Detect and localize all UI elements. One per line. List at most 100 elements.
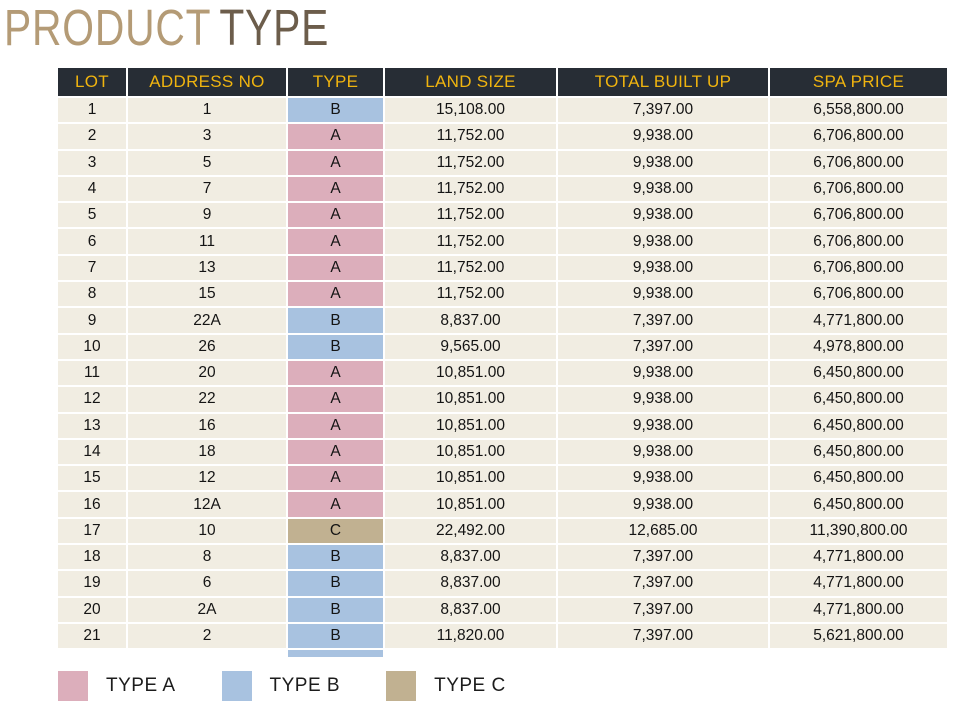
cell-land-size: 8,837.00 — [385, 308, 558, 335]
cell-lot: 19 — [58, 571, 128, 598]
cell-total-built-up: 7,397.00 — [558, 571, 770, 598]
cell-spa-price: 6,706,800.00 — [770, 176, 947, 204]
legend-label-type-c: TYPE C — [434, 675, 506, 696]
type-a-swatch — [58, 671, 88, 701]
cell-lot: 8 — [58, 282, 128, 309]
cell-address-no: 9 — [128, 203, 288, 230]
cell-land-size: 9,565.00 — [385, 334, 558, 361]
cell-land-size: 8,837.00 — [385, 545, 558, 572]
cell-lot: 6 — [58, 229, 128, 256]
cell-address-no: 12A — [128, 492, 288, 519]
cell-type: B — [288, 571, 385, 598]
cell-lot: 1 — [58, 98, 128, 125]
cell-spa-price: 6,706,800.00 — [770, 203, 947, 230]
header-type: TYPE — [288, 68, 385, 96]
title-word-type: TYPE — [219, 0, 330, 56]
cell-spa-price: 6,450,800.00 — [770, 360, 947, 388]
legend-item-type-c: TYPE C — [386, 671, 506, 701]
cell-type: A — [288, 466, 385, 493]
cell-type: A — [288, 282, 385, 309]
cell-type: A — [288, 176, 385, 204]
legend-item-type-a: TYPE A — [58, 671, 176, 701]
table-row: 16 12A A 10,851.00 9,938.00 6,450,800.00 — [58, 492, 947, 519]
cell-total-built-up: 9,938.00 — [558, 413, 770, 440]
table-row: 13 16 A 10,851.00 9,938.00 6,450,800.00 — [58, 413, 947, 440]
table-row: 18 8 B 8,837.00 7,397.00 4,771,800.00 — [58, 545, 947, 572]
header-spa-price: SPA PRICE — [770, 68, 947, 96]
type-column-bottom-stub — [288, 650, 383, 658]
cell-address-no: 7 — [128, 176, 288, 204]
cell-land-size: 10,851.00 — [385, 360, 558, 388]
cell-type: B — [288, 334, 385, 361]
cell-total-built-up: 9,938.00 — [558, 229, 770, 256]
cell-type: B — [288, 98, 385, 125]
type-c-swatch — [386, 671, 417, 701]
cell-total-built-up: 7,397.00 — [558, 334, 770, 361]
cell-type: B — [288, 545, 385, 572]
cell-type: A — [288, 150, 385, 177]
cell-land-size: 10,851.00 — [385, 466, 558, 493]
cell-total-built-up: 7,397.00 — [558, 623, 770, 651]
cell-total-built-up: 9,938.00 — [558, 255, 770, 283]
cell-total-built-up: 9,938.00 — [558, 124, 770, 151]
cell-type: A — [288, 413, 385, 440]
cell-type: A — [288, 124, 385, 151]
cell-type: A — [288, 439, 385, 467]
table-row: 6 11 A 11,752.00 9,938.00 6,706,800.00 — [58, 229, 947, 256]
cell-land-size: 10,851.00 — [385, 413, 558, 440]
cell-total-built-up: 7,397.00 — [558, 597, 770, 624]
cell-spa-price: 4,978,800.00 — [770, 334, 947, 361]
cell-land-size: 11,752.00 — [385, 203, 558, 230]
legend-label-type-b: TYPE B — [269, 675, 341, 696]
cell-address-no: 16 — [128, 413, 288, 440]
cell-total-built-up: 7,397.00 — [558, 545, 770, 572]
cell-land-size: 11,752.00 — [385, 282, 558, 309]
cell-address-no: 1 — [128, 98, 288, 125]
cell-spa-price: 4,771,800.00 — [770, 545, 947, 572]
cell-type: A — [288, 492, 385, 519]
cell-land-size: 22,492.00 — [385, 518, 558, 546]
cell-land-size: 10,851.00 — [385, 439, 558, 467]
table-row: 10 26 B 9,565.00 7,397.00 4,978,800.00 — [58, 334, 947, 361]
cell-lot: 2 — [58, 124, 128, 151]
table-row: 21 2 B 11,820.00 7,397.00 5,621,800.00 — [58, 623, 947, 651]
type-b-swatch — [221, 671, 252, 701]
cell-address-no: 13 — [128, 255, 288, 283]
table-row: 4 7 A 11,752.00 9,938.00 6,706,800.00 — [58, 176, 947, 204]
cell-spa-price: 6,450,800.00 — [770, 387, 947, 414]
table-body: 1 1 B 15,108.00 7,397.00 6,558,800.00 2 … — [58, 98, 947, 651]
page-title: PRODUCT TYPE — [4, 2, 329, 53]
cell-address-no: 3 — [128, 124, 288, 151]
cell-total-built-up: 9,938.00 — [558, 439, 770, 467]
cell-spa-price: 5,621,800.00 — [770, 623, 947, 651]
table-row: 7 13 A 11,752.00 9,938.00 6,706,800.00 — [58, 255, 947, 283]
cell-lot: 3 — [58, 150, 128, 177]
table-row: 9 22A B 8,837.00 7,397.00 4,771,800.00 — [58, 308, 947, 335]
legend-item-type-b: TYPE B — [221, 671, 341, 701]
cell-type: A — [288, 229, 385, 256]
header-address-no: ADDRESS NO — [128, 68, 288, 96]
cell-spa-price: 6,450,800.00 — [770, 492, 947, 519]
table-row: 3 5 A 11,752.00 9,938.00 6,706,800.00 — [58, 150, 947, 177]
cell-lot: 11 — [58, 360, 128, 388]
cell-spa-price: 6,450,800.00 — [770, 413, 947, 440]
cell-spa-price: 4,771,800.00 — [770, 571, 947, 598]
cell-total-built-up: 7,397.00 — [558, 98, 770, 125]
cell-lot: 7 — [58, 255, 128, 283]
cell-lot: 14 — [58, 439, 128, 467]
cell-land-size: 8,837.00 — [385, 571, 558, 598]
table-row: 17 10 C 22,492.00 12,685.00 11,390,800.0… — [58, 518, 947, 546]
cell-lot: 12 — [58, 387, 128, 414]
cell-spa-price: 6,706,800.00 — [770, 255, 947, 283]
cell-land-size: 11,752.00 — [385, 255, 558, 283]
cell-address-no: 15 — [128, 282, 288, 309]
table-row: 11 20 A 10,851.00 9,938.00 6,450,800.00 — [58, 360, 947, 388]
cell-land-size: 11,820.00 — [385, 623, 558, 651]
cell-address-no: 10 — [128, 518, 288, 546]
legend: TYPE A TYPE B TYPE C — [58, 671, 552, 701]
header-lot: LOT — [58, 68, 128, 96]
cell-lot: 9 — [58, 308, 128, 335]
cell-lot: 15 — [58, 466, 128, 493]
cell-land-size: 11,752.00 — [385, 150, 558, 177]
cell-total-built-up: 9,938.00 — [558, 466, 770, 493]
